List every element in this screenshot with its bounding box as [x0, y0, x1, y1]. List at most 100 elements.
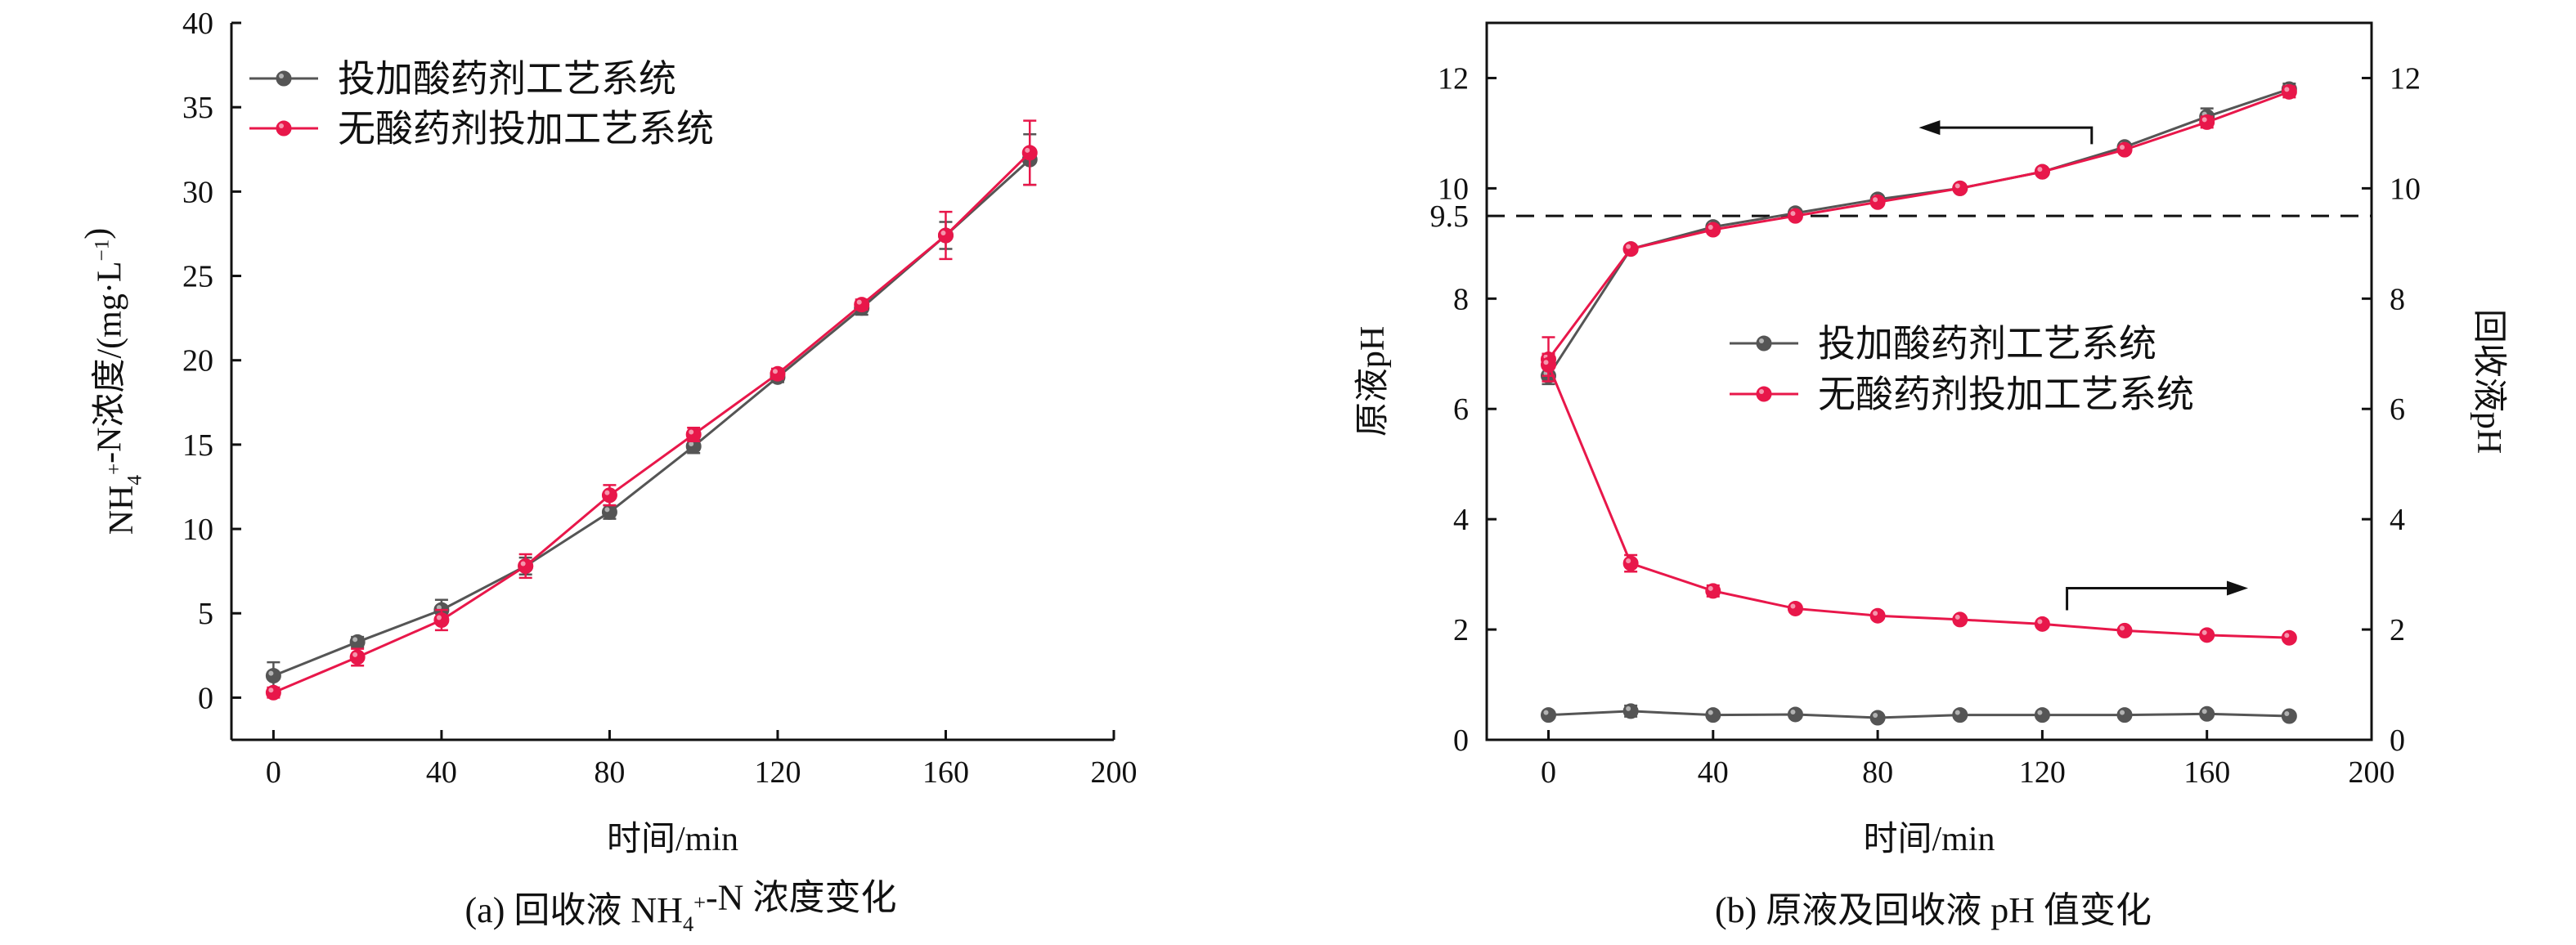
- series-b3-point: [1705, 583, 1721, 599]
- series-b2-point-highlight: [2037, 710, 2043, 715]
- x-tick-label: 120: [754, 755, 801, 790]
- series-b3-line: [1547, 364, 2290, 639]
- series-b1-point: [1869, 194, 1886, 210]
- series-a1-point: [1021, 145, 1038, 161]
- series-b2-point-highlight: [1790, 709, 1796, 714]
- series-b3-point: [2034, 616, 2050, 632]
- series-b3-point-highlight: [2284, 633, 2290, 638]
- series-b2-point: [1787, 706, 1803, 723]
- series-b3-point: [2281, 629, 2297, 646]
- series-a1-point: [433, 611, 450, 628]
- legend-a-item-0-label: 投加酸药剂工艺系统: [338, 58, 676, 100]
- series-b2-point: [1705, 707, 1721, 723]
- series-b2-point-highlight: [1543, 710, 1549, 715]
- series-a0-point: [349, 634, 366, 650]
- y-left-tick-label: 12: [1438, 61, 1469, 96]
- series-b2-point-highlight: [2201, 709, 2207, 714]
- x-tick-label: 0: [266, 755, 281, 790]
- legend-b-item-0-swatch-marker: [1756, 335, 1772, 352]
- series-a1-point-highlight: [436, 615, 442, 620]
- y-left-tick-label: 8: [1453, 282, 1469, 316]
- y-left-tick-label: 4: [1453, 503, 1469, 537]
- y-right-tick-label: 10: [2390, 172, 2421, 206]
- legend-b-item-0-swatch-marker-highlight: [1759, 338, 1764, 343]
- y-left-axis-title: 原液pH: [1354, 326, 1392, 437]
- series-b1-point: [2034, 163, 2050, 180]
- series-a1-point-highlight: [689, 429, 694, 435]
- y-right-tick-label: 6: [2390, 392, 2405, 427]
- series-b2-point: [2116, 707, 2133, 723]
- series-a1-point: [265, 684, 281, 701]
- x-axis-title: 时间/min: [1863, 821, 1995, 858]
- arrow-left-shaft: [1936, 126, 2094, 145]
- series-a1-line: [272, 151, 1031, 694]
- series-a1-point-highlight: [604, 490, 610, 495]
- x-tick-label: 40: [426, 755, 457, 790]
- series-b3-point-highlight: [2037, 619, 2043, 625]
- series-a1-point-highlight: [1025, 147, 1030, 153]
- series-b1-point: [2199, 114, 2215, 130]
- series-a0-point-highlight: [352, 637, 358, 643]
- series-b1-point-highlight: [2037, 167, 2043, 172]
- series-b3-point-highlight: [1790, 603, 1796, 609]
- legend-b-item-1-swatch-marker: [1756, 386, 1772, 402]
- x-tick-label: 200: [2349, 755, 2395, 790]
- y-tick-label: 40: [182, 7, 213, 41]
- series-b3-point-highlight: [1708, 585, 1713, 591]
- series-a1-point: [518, 558, 534, 574]
- series-b1-line: [1547, 90, 2290, 361]
- series-b3-point: [2116, 622, 2133, 638]
- series-b3-point-highlight: [2120, 625, 2125, 631]
- series-a1-point: [770, 365, 786, 382]
- x-tick-label: 80: [1862, 755, 1893, 790]
- arrow-right-shaft: [2066, 586, 2231, 611]
- series-b1-point: [1787, 208, 1803, 224]
- series-a0-point: [265, 668, 281, 684]
- series-b1-point-highlight: [2201, 117, 2207, 123]
- series-b1-point-highlight: [2120, 145, 2125, 150]
- series-a1-point: [349, 649, 366, 665]
- series-a1-point-highlight: [856, 299, 862, 305]
- arrow-left-head: [1919, 120, 1941, 136]
- series-b1-point-highlight: [1954, 183, 1960, 189]
- y-tick-label: 0: [198, 681, 213, 715]
- series-a1-point-highlight: [352, 652, 358, 657]
- y-tick-label: 35: [182, 91, 213, 125]
- legend-b-item-1-swatch-marker-highlight: [1759, 389, 1764, 394]
- legend-a-item-1-swatch-marker-highlight: [279, 123, 284, 128]
- series-b1-point-highlight: [1790, 211, 1796, 217]
- y-axis-title: NH4+-N浓度/(mg·L−1): [79, 228, 146, 535]
- y-right-tick-label: 12: [2390, 61, 2421, 96]
- series-b3-point: [1787, 600, 1803, 616]
- series-b2-point: [1540, 707, 1556, 723]
- series-b3-point: [1869, 607, 1886, 624]
- series-a1-point-highlight: [940, 231, 946, 236]
- y-tick-label: 10: [182, 513, 213, 547]
- y-right-tick-label: 8: [2390, 282, 2405, 316]
- series-a0-point-highlight: [436, 605, 442, 611]
- series-b1-point: [2116, 141, 2133, 158]
- series-b1-point: [1705, 222, 1721, 238]
- y-left-tick-label: 2: [1453, 613, 1469, 647]
- series-b3-point: [1952, 611, 1968, 628]
- y-left-tick-label: 10: [1438, 172, 1469, 206]
- series-b3-point-highlight: [1873, 611, 1878, 616]
- series-b3-point-highlight: [1626, 558, 1631, 564]
- y-left-tick-label: 0: [1453, 723, 1469, 758]
- series-b2-point: [2281, 708, 2297, 724]
- panel-b-caption: (b) 原液及回收液 pH 值变化: [1715, 890, 2152, 930]
- series-b2-point-highlight: [1708, 710, 1713, 715]
- series-b2-point-highlight: [1626, 705, 1631, 711]
- series-b3-point-highlight: [2201, 629, 2207, 635]
- series-b2-point-highlight: [1873, 713, 1878, 719]
- series-b2-point: [2199, 705, 2215, 722]
- y-left-extra-tick-label: 9.5: [1430, 199, 1470, 234]
- series-b1-point-highlight: [2284, 87, 2290, 92]
- series-b2-point-highlight: [2120, 710, 2125, 715]
- panel-a-caption: (a) 回收液 NH4+-N 浓度变化: [465, 878, 897, 936]
- y-right-tick-label: 0: [2390, 723, 2405, 758]
- series-a0-point: [601, 504, 617, 520]
- y-right-tick-label: 2: [2390, 613, 2405, 647]
- series-a1-point: [685, 427, 702, 443]
